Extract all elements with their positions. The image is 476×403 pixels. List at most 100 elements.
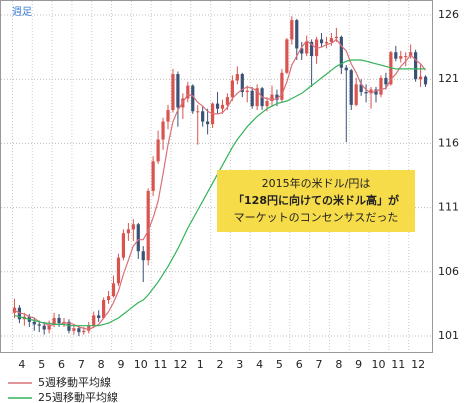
candle-body	[206, 121, 210, 125]
x-tick-label: 12	[173, 358, 187, 371]
candle-body	[106, 296, 111, 301]
candle-body	[404, 56, 408, 58]
y-tick-label: 111	[438, 201, 459, 214]
annotation-line: 2015年の米ドル/円は	[262, 176, 371, 190]
candle-body	[82, 330, 86, 333]
candle-body	[62, 321, 66, 324]
candle-body	[220, 104, 225, 109]
candle-body	[280, 72, 284, 100]
candle-body	[196, 111, 200, 113]
period-label: 週足	[12, 6, 32, 18]
x-tick-label: 9	[355, 358, 362, 371]
x-tick-label: 12	[411, 358, 425, 371]
y-tick-label: 116	[438, 136, 459, 149]
candle-body	[250, 90, 254, 107]
y-tick-label: 106	[438, 265, 459, 278]
candle-body	[87, 325, 91, 331]
candle-body	[300, 48, 304, 54]
candle-body	[305, 41, 309, 54]
x-tick-label: 10	[371, 358, 385, 371]
x-tick-label: 3	[236, 358, 243, 371]
candle-body	[57, 317, 61, 324]
candle-body	[295, 20, 299, 49]
legend-label: 25週移動平均線	[38, 390, 118, 403]
candle-body	[290, 20, 294, 40]
candle-body	[275, 94, 279, 100]
candle-body	[240, 74, 244, 93]
candle-body	[131, 224, 135, 230]
candle-body	[245, 90, 249, 93]
x-tick-label: 4	[256, 358, 263, 371]
candle-body	[399, 56, 403, 59]
candle-body	[265, 101, 269, 107]
candle-body	[344, 67, 348, 71]
candle-body	[171, 74, 175, 111]
candle-body	[111, 283, 116, 297]
annotation-line: 「128円に向けての米ドル高」が	[233, 193, 399, 207]
candle-body	[146, 190, 150, 261]
annotation-box	[217, 170, 415, 232]
x-tick-label: 11	[391, 358, 405, 371]
candle-body	[186, 85, 190, 99]
x-tick-label: 10	[134, 358, 148, 371]
candle-body	[166, 110, 170, 122]
candle-body	[92, 315, 96, 326]
candle-body	[52, 317, 56, 325]
y-tick-label: 121	[438, 72, 459, 85]
candle-body	[12, 307, 17, 313]
x-tick-label: 8	[335, 358, 342, 371]
candle-body	[384, 77, 388, 85]
candle-body	[37, 324, 41, 326]
candle-body	[319, 39, 324, 44]
candle-body	[116, 257, 121, 284]
candle-body	[418, 76, 423, 80]
x-tick-label: 4	[18, 358, 25, 371]
candle-body	[359, 84, 363, 93]
candle-body	[423, 76, 428, 85]
marks	[12, 16, 428, 336]
candle-body	[379, 77, 383, 95]
candle-body	[230, 80, 234, 98]
legend-label: 5週移動平均線	[38, 375, 111, 389]
moving-average	[14, 38, 426, 331]
candle-body	[141, 251, 145, 261]
x-tick-label: 6	[296, 358, 303, 371]
candle-body	[32, 321, 36, 325]
candle-body	[414, 52, 418, 80]
candle-body	[42, 325, 46, 330]
candle-body	[102, 300, 106, 318]
candle-body	[354, 84, 358, 105]
x-tick-label: 7	[78, 358, 85, 371]
candle-body	[349, 70, 353, 105]
candle-body	[176, 74, 180, 108]
candle-body	[47, 324, 51, 330]
x-tick-label: 8	[98, 358, 105, 371]
candle-body	[126, 229, 130, 234]
candle-body	[201, 111, 205, 122]
candle-body	[285, 39, 289, 73]
x-tick-label: 1	[197, 358, 204, 371]
candle-body	[151, 161, 155, 191]
candle-body	[369, 89, 373, 94]
candle-body	[364, 92, 368, 94]
annotation-line: マーケットのコンセンサスだった	[234, 211, 399, 224]
candle-body	[374, 89, 378, 95]
x-tick-label: 6	[58, 358, 65, 371]
x-tick-label: 5	[38, 358, 45, 371]
candle-body	[72, 328, 76, 331]
x-tick-label: 9	[117, 358, 124, 371]
candle-body	[339, 36, 343, 68]
x-tick-label: 11	[154, 358, 168, 371]
candle-body	[310, 41, 314, 57]
x-tick-label: 2	[217, 358, 224, 371]
candle-body	[97, 315, 101, 318]
x-tick-label: 7	[316, 358, 323, 371]
candle-body	[225, 97, 230, 105]
y-tick-label: 126	[438, 8, 459, 21]
candle-body	[270, 94, 274, 102]
candle-body	[334, 36, 338, 39]
candle-body	[156, 139, 160, 162]
candle-body	[161, 121, 165, 140]
candle-body	[136, 224, 140, 252]
